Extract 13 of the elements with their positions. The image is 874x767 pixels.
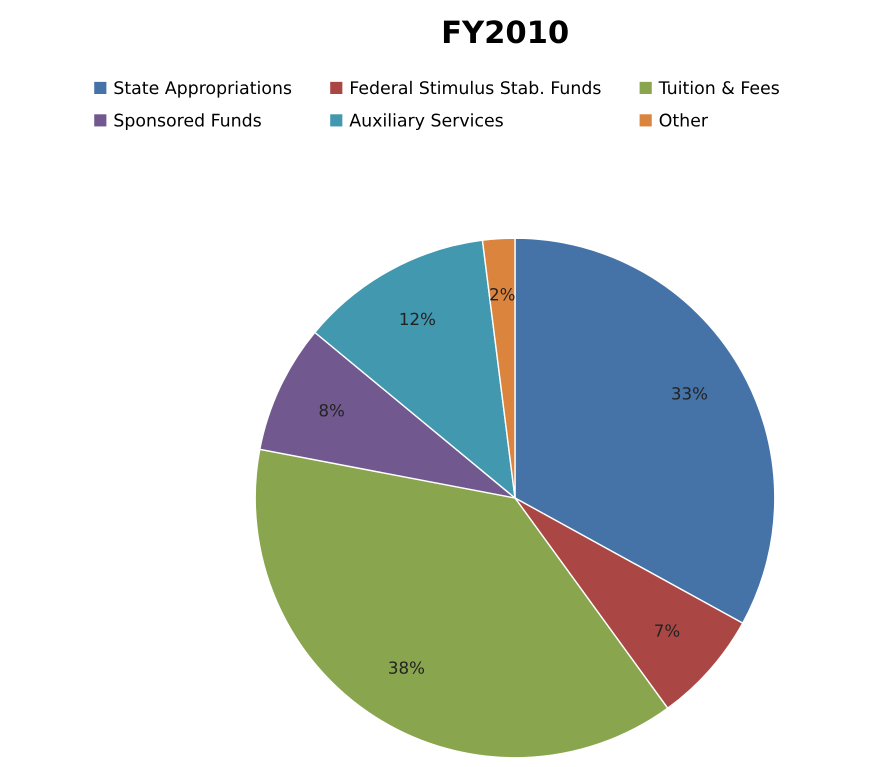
data-label: 12% bbox=[400, 312, 435, 326]
legend-label: Sponsored Funds bbox=[114, 113, 261, 130]
legend-label: Tuition & Fees bbox=[658, 80, 779, 94]
legend-label: State Appropriations bbox=[114, 80, 292, 98]
data-label: 33% bbox=[672, 387, 708, 400]
data-label: 38% bbox=[389, 661, 424, 674]
data-label: 7% bbox=[655, 624, 680, 637]
legend-label: Auxiliary Services bbox=[349, 113, 503, 130]
data-label: 8% bbox=[320, 404, 344, 417]
data-label: 2% bbox=[490, 288, 515, 301]
legend-label: Federal Stimulus Stab. Funds bbox=[351, 80, 601, 94]
legend-label: Other bbox=[660, 113, 708, 127]
chart-title: FY2010 bbox=[444, 20, 568, 44]
